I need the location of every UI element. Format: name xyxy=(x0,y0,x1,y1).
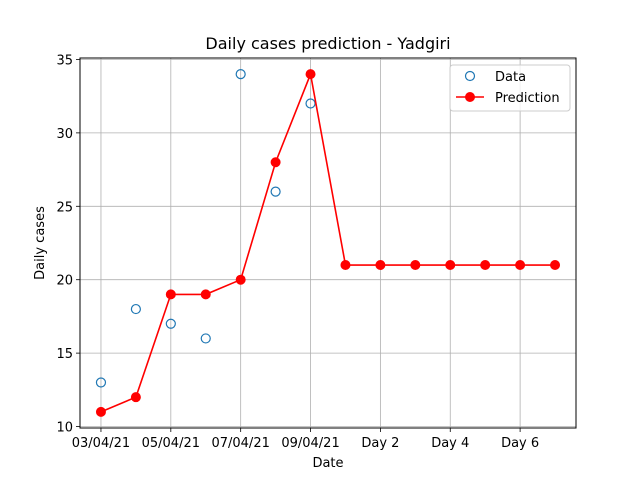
prediction-point xyxy=(165,289,176,300)
legend-label-prediction: Prediction xyxy=(495,91,560,106)
x-tick-label: 05/04/21 xyxy=(142,436,200,451)
y-axis-label: Daily cases xyxy=(33,206,48,280)
data-point xyxy=(270,186,281,197)
data-point xyxy=(305,98,316,109)
prediction-point xyxy=(375,260,386,271)
data-point xyxy=(95,377,107,388)
prediction-point xyxy=(200,289,211,300)
x-tick-label: 03/04/21 xyxy=(72,436,130,451)
grid xyxy=(80,58,576,428)
prediction-point xyxy=(130,392,141,403)
y-tick-label: 35 xyxy=(56,53,73,68)
legend-box xyxy=(449,64,571,112)
prediction-point xyxy=(235,274,246,285)
prediction-point xyxy=(340,260,351,271)
prediction-point xyxy=(95,406,106,417)
x-tick-label: 09/04/21 xyxy=(281,436,339,451)
plot-frame xyxy=(79,57,577,429)
y-tick-label: 15 xyxy=(56,347,73,362)
data-point xyxy=(130,303,141,315)
legend-label-data: Data xyxy=(495,70,526,85)
prediction-point xyxy=(270,157,281,168)
x-tick-label: 07/04/21 xyxy=(211,436,269,451)
ticks: 03/04/21 05/04/21 07/04/21 09/04/21 Day 2 Day… xyxy=(56,53,539,451)
data-point xyxy=(165,318,176,329)
x-tick-label: Day 6 xyxy=(501,436,539,451)
prediction-point xyxy=(480,260,491,271)
y-tick-label: 25 xyxy=(56,200,73,215)
legend: Data Prediction xyxy=(449,64,571,112)
y-tick-label: 20 xyxy=(56,274,73,289)
x-tick-label: Day 2 xyxy=(361,436,399,451)
series-layer xyxy=(95,69,561,417)
legend-marker-prediction xyxy=(465,92,475,102)
data-point xyxy=(235,69,246,80)
prediction-point xyxy=(550,260,561,271)
series-data xyxy=(95,69,316,388)
prediction-point xyxy=(410,260,421,271)
legend-marker-data xyxy=(464,70,476,82)
series-prediction xyxy=(95,69,561,417)
prediction-point xyxy=(445,260,456,271)
x-tick-label: Day 4 xyxy=(431,436,469,451)
y-tick-label: 30 xyxy=(56,127,73,142)
chart-title: Daily cases prediction - Yadgiri xyxy=(205,34,450,53)
prediction-line xyxy=(100,71,556,413)
data-point xyxy=(200,333,211,344)
prediction-point xyxy=(305,69,316,80)
y-tick-label: 10 xyxy=(56,421,73,436)
x-axis-label: Date xyxy=(312,456,343,471)
prediction-point xyxy=(515,260,526,271)
